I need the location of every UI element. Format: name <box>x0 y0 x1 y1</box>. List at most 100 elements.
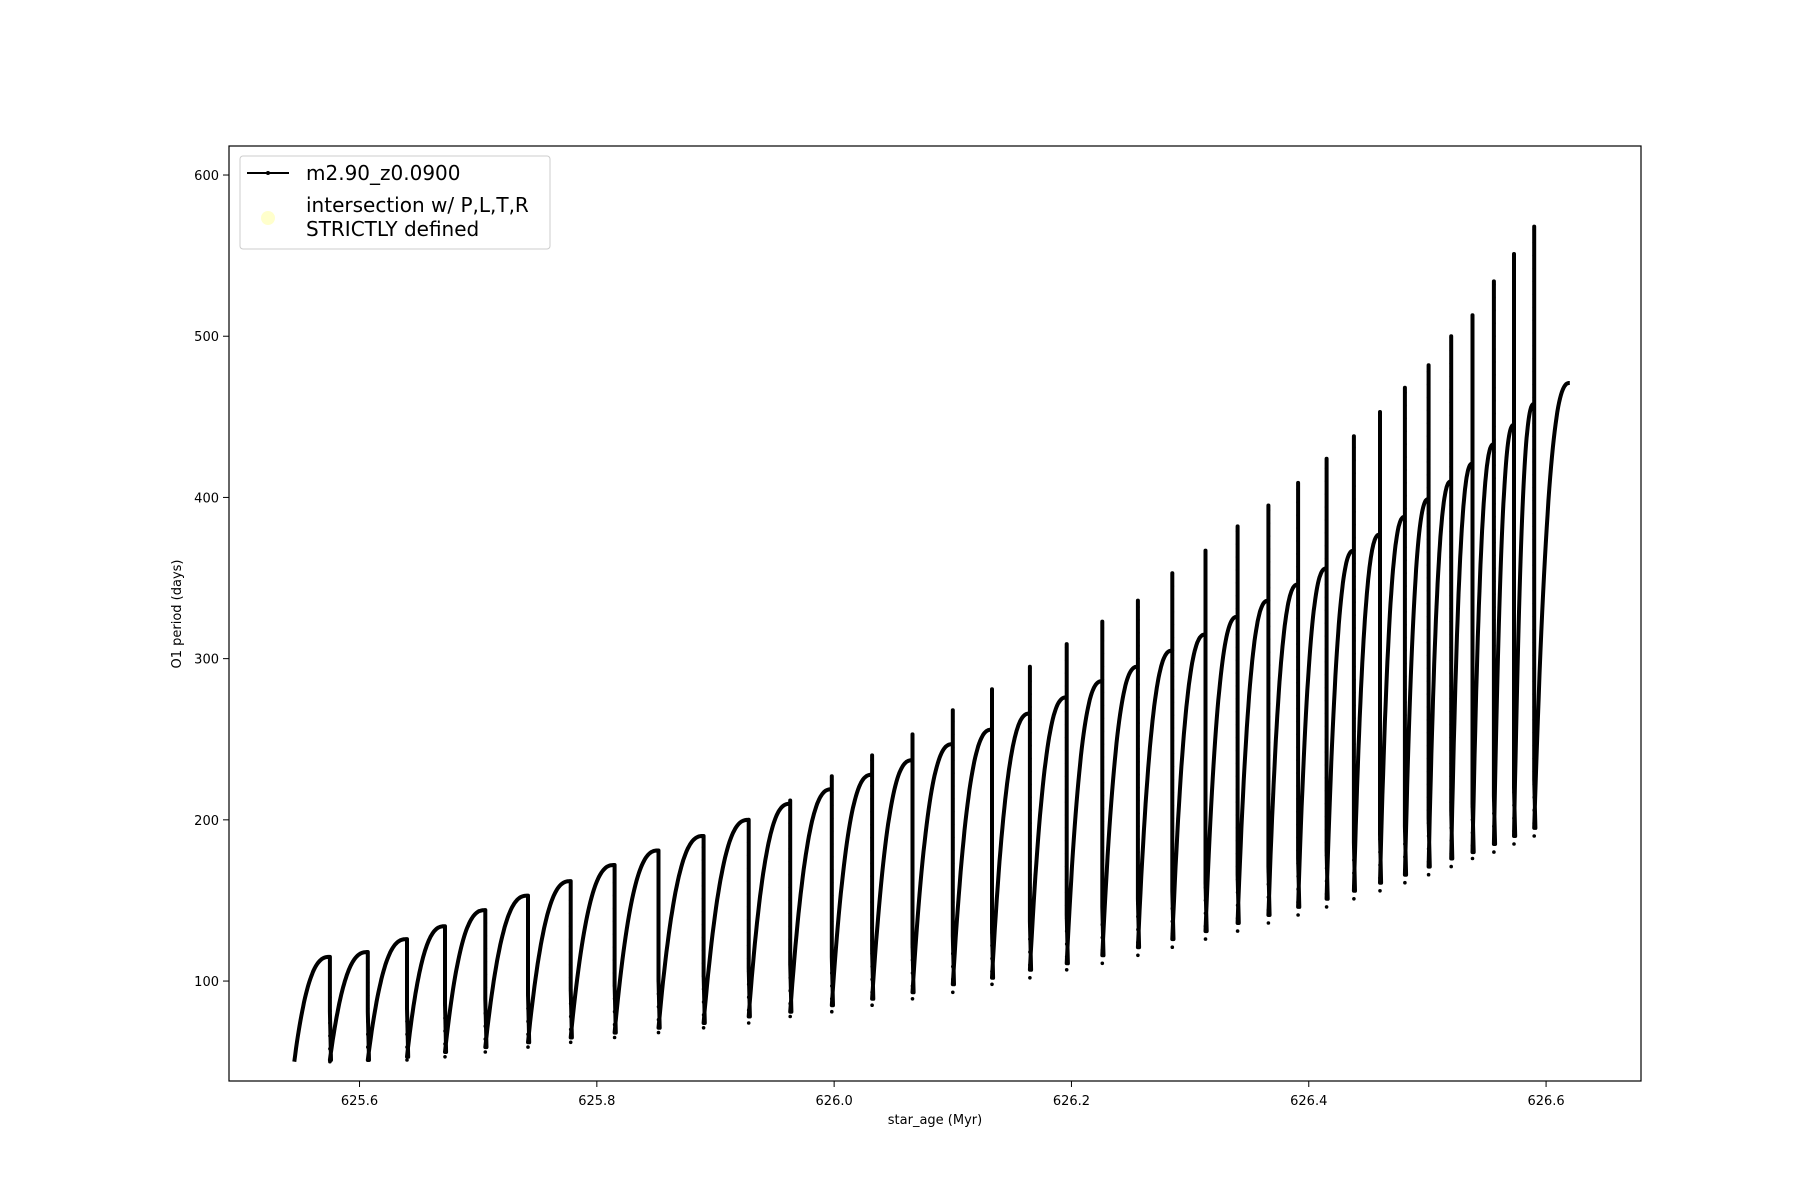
series-point <box>1203 563 1208 567</box>
series-point <box>1470 689 1475 693</box>
series-point <box>701 909 706 914</box>
series-point <box>1324 827 1329 832</box>
series-point <box>830 803 834 808</box>
series-point <box>1170 623 1175 627</box>
series-point <box>1470 353 1475 358</box>
series-point <box>1512 261 1516 266</box>
series-point <box>656 992 661 996</box>
series-point <box>951 745 955 750</box>
series-point <box>1296 655 1300 659</box>
series-point <box>870 1003 874 1007</box>
series-point <box>1064 929 1069 933</box>
series-point <box>405 942 409 946</box>
series-point <box>1470 547 1475 551</box>
series-point <box>1470 379 1475 384</box>
series-point <box>1324 789 1329 793</box>
series-point <box>443 1042 447 1046</box>
series-point <box>1100 768 1105 772</box>
series-point <box>1028 834 1032 838</box>
series-point <box>830 971 834 975</box>
series-point <box>1492 282 1496 287</box>
series-point <box>1235 697 1240 701</box>
series-point <box>1170 571 1175 575</box>
series-point <box>1266 830 1271 835</box>
series-point <box>405 1045 409 1049</box>
series-point <box>1532 550 1536 554</box>
series-point <box>1324 569 1329 574</box>
series-point <box>1512 429 1516 434</box>
series-point <box>1532 679 1536 683</box>
series-point <box>1426 369 1431 374</box>
series-point <box>1512 442 1516 447</box>
series-point <box>1512 403 1516 408</box>
series-point <box>1512 610 1516 614</box>
series-point <box>1352 561 1356 566</box>
series-point <box>1532 705 1536 709</box>
series-point <box>1235 684 1240 688</box>
series-point <box>1136 695 1140 700</box>
series-point <box>1136 618 1140 622</box>
series-point <box>1235 735 1240 740</box>
series-point <box>656 1030 661 1035</box>
series-point <box>1426 447 1431 451</box>
series-point <box>1324 892 1329 896</box>
series-point <box>1426 602 1431 606</box>
series-point <box>1492 424 1496 429</box>
series-point <box>1100 690 1105 695</box>
series-point <box>990 905 994 909</box>
series-point <box>1170 790 1175 795</box>
series-point <box>1170 610 1175 614</box>
series-point <box>990 879 994 883</box>
series-point <box>1064 903 1069 908</box>
series-point <box>746 892 751 896</box>
series-point <box>328 1021 332 1025</box>
series-point <box>1512 545 1516 550</box>
series-point <box>1170 597 1175 601</box>
series-point <box>526 980 530 985</box>
series-point <box>1352 793 1356 798</box>
series-point <box>1426 808 1431 812</box>
x-axis: 625.6 625.8 626.0 626.2 626.4 626.6 <box>341 1081 1565 1109</box>
series-point <box>1352 497 1356 501</box>
series-point <box>1352 690 1356 695</box>
series-point <box>366 1032 370 1037</box>
series-point <box>656 876 661 880</box>
series-point <box>1449 619 1453 624</box>
series-point <box>1064 851 1069 856</box>
series-point <box>870 797 874 801</box>
series-point <box>405 1019 409 1024</box>
series-point <box>1470 418 1475 422</box>
x-tick-label: 626.6 <box>1527 1094 1564 1109</box>
series-point <box>1532 718 1536 722</box>
series-point <box>1403 700 1407 704</box>
series-point <box>1470 818 1475 822</box>
series-point <box>1449 374 1453 379</box>
series-point <box>1378 540 1382 545</box>
series-point <box>1100 819 1105 824</box>
series-point <box>1426 821 1431 825</box>
series-point <box>1378 450 1382 455</box>
series-point <box>1100 845 1105 850</box>
series-point <box>1470 598 1475 603</box>
series-point <box>1064 697 1069 701</box>
series-point <box>1100 961 1105 966</box>
series-point <box>1512 648 1516 653</box>
series-point <box>1203 627 1208 632</box>
series-point <box>1378 656 1382 661</box>
series-point <box>951 939 955 943</box>
series-point <box>1426 524 1431 529</box>
series-point <box>788 847 792 851</box>
series-point <box>1100 664 1105 669</box>
series-point <box>1492 592 1496 596</box>
series-point <box>443 939 447 943</box>
series-point <box>788 872 792 877</box>
series-point <box>990 763 994 767</box>
series-point <box>612 984 617 988</box>
series-point <box>1426 731 1431 735</box>
series-point <box>1324 595 1329 600</box>
series-point <box>1235 916 1240 920</box>
series-point <box>443 1055 447 1059</box>
series-point <box>1403 494 1407 498</box>
series-point <box>1352 471 1356 476</box>
series-point <box>990 956 994 961</box>
